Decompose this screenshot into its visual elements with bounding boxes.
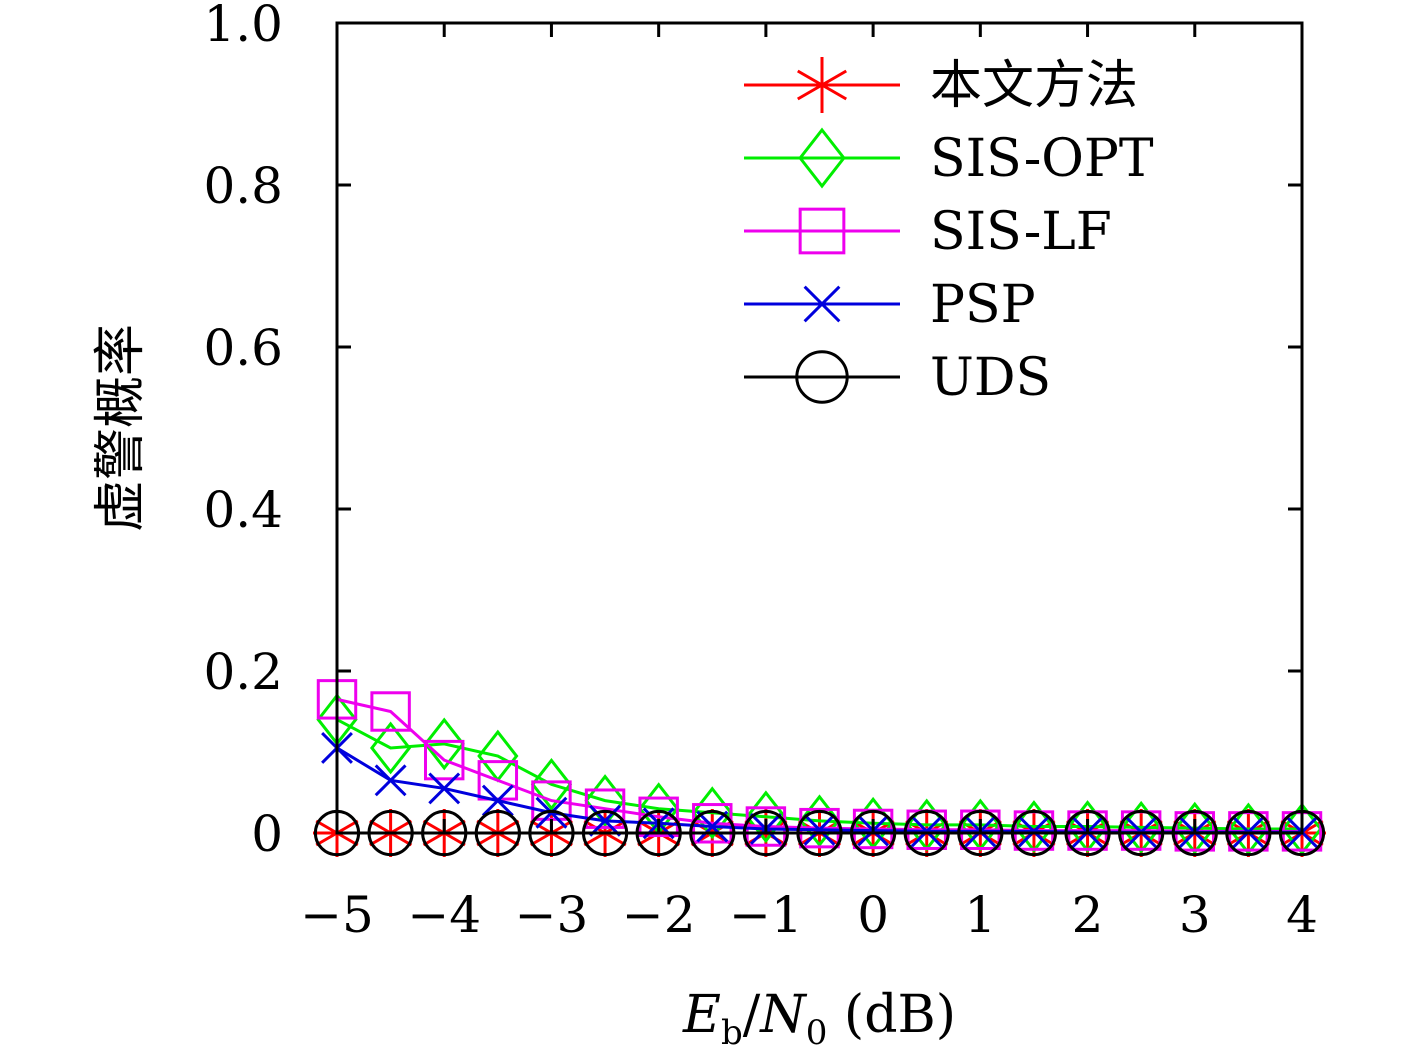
data-point-psp	[1018, 815, 1050, 848]
legend-label: 本文方法	[930, 56, 1138, 116]
x-tick-label: −2	[622, 886, 696, 944]
legend-label: UDS	[930, 348, 1051, 408]
x-tick-label: −3	[515, 886, 589, 944]
y-tick-label: 0.6	[203, 319, 283, 377]
data-point-sis-lf	[370, 691, 411, 732]
x-tick-label: 0	[857, 886, 889, 944]
x-tick-label: −5	[300, 886, 374, 944]
plot-frame	[335, 21, 1304, 835]
legend-marker	[803, 285, 841, 323]
x-tick-label: 4	[1286, 886, 1318, 944]
legend-item-uds: UDS	[744, 348, 1051, 408]
data-point-sis-lf	[638, 796, 679, 838]
legend-marker	[794, 57, 850, 113]
legend-marker	[798, 127, 846, 189]
legend-item-sis-opt: SIS-OPT	[744, 127, 1154, 189]
series-line-sis-opt	[336, 718, 1302, 831]
data-point-psp	[803, 813, 836, 846]
series-layer	[313, 679, 1326, 857]
legend-item-psp: PSP	[744, 275, 1036, 335]
x-tick-label: −4	[407, 886, 481, 944]
y-tick-label: 0.2	[203, 643, 283, 701]
x-tick-label: −1	[729, 886, 803, 944]
x-axis-title: Eb/N0 (dB)	[682, 985, 956, 1053]
data-point-psp	[589, 804, 621, 837]
data-point-psp	[374, 764, 407, 797]
legend-item-sis-lf: SIS-LF	[744, 202, 1112, 262]
data-point-sis-opt	[369, 721, 412, 775]
legend-label: SIS-LF	[930, 202, 1112, 262]
data-point-psp	[696, 810, 729, 843]
data-point-psp	[481, 784, 514, 817]
data-point-sis-opt	[798, 794, 841, 848]
x-tick-label: 3	[1179, 886, 1211, 944]
x-tick-label: 2	[1072, 886, 1104, 944]
legend-item-proposed: 本文方法	[744, 56, 1138, 116]
y-tick-label: 0	[251, 805, 283, 863]
data-point-sis-opt	[584, 774, 626, 828]
data-point-sis-lf	[745, 806, 787, 847]
data-point-sis-opt	[530, 757, 573, 811]
legend-marker	[795, 350, 849, 404]
legend-marker	[798, 207, 846, 255]
legend-label: PSP	[930, 275, 1036, 335]
data-point-sis-opt	[423, 717, 465, 771]
y-tick-label: 0.4	[203, 481, 283, 539]
y-axis-title: 虚警概率	[91, 324, 151, 532]
ticks-layer: −5 −4 −3 −2 −1 0 1 2 3 4 0 0.2 0.4 0.6 0.8 1.0	[203, 0, 1317, 944]
y-tick-label: 1.0	[203, 0, 283, 53]
legend: 本文方法 SIS-OPT SIS-LF PSP UDS	[744, 56, 1154, 408]
data-point-sis-lf	[424, 739, 465, 781]
data-point-psp	[428, 772, 461, 805]
data-point-psp	[910, 815, 943, 848]
x-tick-label: 1	[964, 886, 996, 944]
legend-label: SIS-OPT	[930, 129, 1154, 189]
y-tick-label: 0.8	[203, 157, 283, 215]
data-point-sis-lf	[584, 788, 626, 829]
